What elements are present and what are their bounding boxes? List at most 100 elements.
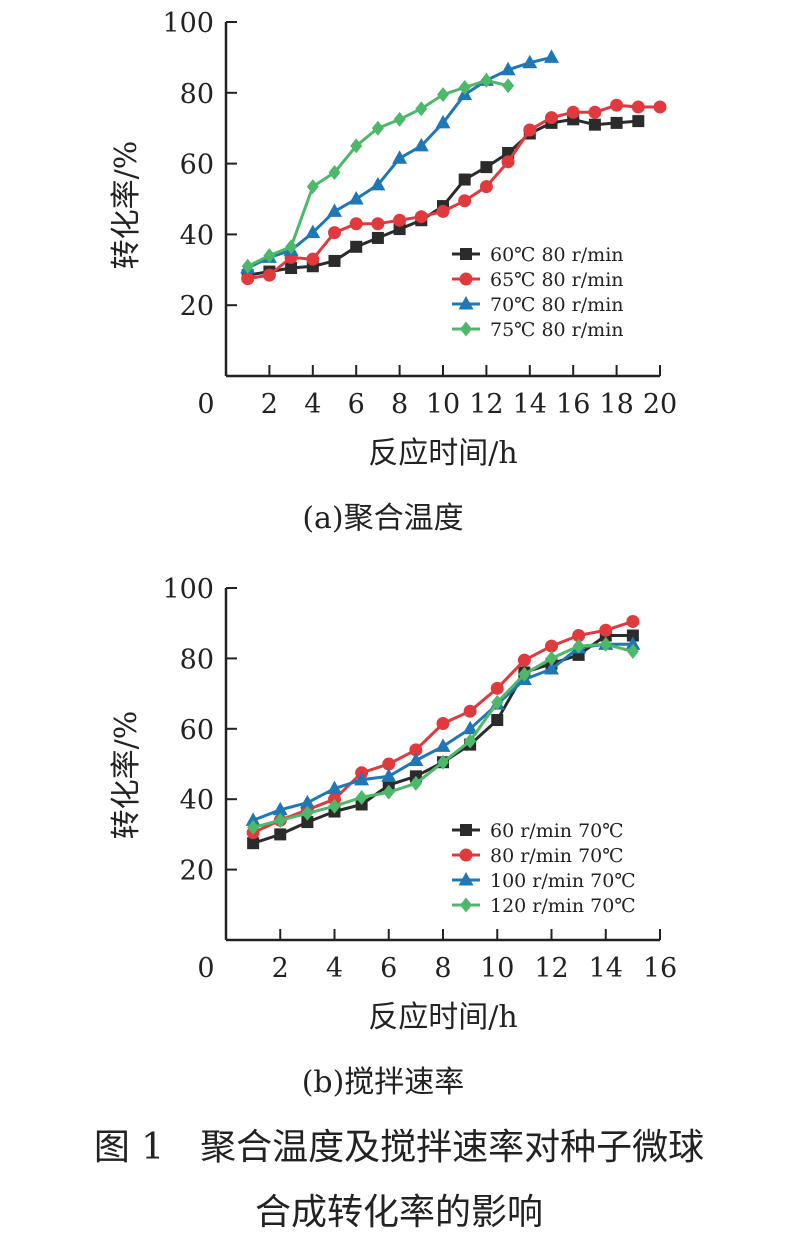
legend-label: 75℃ 80 r/min [490, 319, 624, 341]
data-point [371, 231, 384, 244]
data-point [522, 54, 538, 69]
legend-item: 100 r/min 70℃ [452, 870, 636, 892]
chart-temperature: 20 40 60 80 100 0 2 4 6 8 10 12 14 16 18 20 60℃ 80 r/mi… [109, 8, 677, 536]
data-point [631, 100, 645, 114]
legend-label: 60℃ 80 r/min [490, 244, 624, 266]
y-tick-label: 40 [180, 785, 214, 816]
axes: 20 40 60 80 100 0 2 4 6 8 10 12 14 16 [162, 574, 677, 984]
y-tick-label: 80 [180, 644, 214, 675]
data-point [371, 217, 385, 231]
y-axis-label: 转化率/% [109, 711, 144, 840]
data-point [413, 137, 429, 152]
x-tick-label: 2 [261, 389, 278, 420]
data-point [285, 239, 298, 255]
data-point [349, 217, 363, 231]
series-4 [247, 636, 639, 835]
y-tick-label: 100 [162, 8, 214, 39]
data-point [491, 714, 504, 726]
x-tick-label: 0 [197, 389, 214, 420]
legend-item: 65℃ 80 r/min [452, 269, 624, 291]
legend-item: 70℃ 80 r/min [452, 294, 624, 316]
data-point [350, 138, 363, 154]
data-point [408, 752, 424, 766]
series-layer [245, 614, 641, 850]
legend-label: 100 r/min 70℃ [490, 870, 636, 892]
data-point [501, 155, 515, 169]
data-point [464, 733, 477, 749]
data-point [328, 226, 341, 240]
data-point [328, 164, 341, 180]
legend-label: 70℃ 80 r/min [490, 294, 624, 316]
x-tick-label: 16 [556, 389, 590, 420]
series-layer [240, 49, 667, 286]
y-tick-label: 20 [180, 291, 214, 322]
data-point [479, 180, 493, 194]
x-tick-label: 10 [480, 953, 514, 984]
data-point [502, 146, 515, 159]
data-point [480, 72, 493, 88]
x-tick-label: 14 [513, 389, 547, 420]
legend-label: 120 r/min 70℃ [490, 895, 636, 917]
data-point [437, 754, 449, 770]
data-point [436, 717, 450, 731]
data-point [502, 78, 515, 94]
legend: 60 r/min 70℃ 80 r/min 70℃ 100 r/min 70℃ 120… [452, 820, 636, 917]
data-point [588, 118, 601, 131]
data-point [437, 87, 449, 103]
data-point [263, 248, 276, 264]
x-tick-label: 4 [326, 953, 343, 984]
data-point [625, 636, 641, 650]
legend-item: 120 r/min 70℃ [452, 895, 636, 917]
data-point [348, 191, 364, 205]
data-point [241, 272, 255, 286]
x-tick-label: 12 [534, 953, 568, 984]
data-point [572, 638, 585, 654]
y-tick-label: 80 [180, 79, 214, 110]
data-point [272, 801, 288, 816]
data-point [393, 213, 407, 227]
legend-marker [458, 872, 474, 886]
x-tick-label: 6 [348, 389, 365, 420]
data-point [328, 254, 341, 267]
legend-marker [459, 272, 473, 286]
chart-stirring-rate: 20 40 60 80 100 0 2 4 6 8 10 12 14 16 60 r/min 70℃ 80 … [109, 574, 677, 1100]
data-point [328, 798, 341, 814]
data-point [653, 100, 667, 114]
data-point [458, 194, 472, 208]
legend-marker [458, 296, 474, 310]
data-point [306, 252, 320, 266]
data-point [491, 694, 504, 710]
data-point [262, 268, 276, 282]
legend-marker [459, 848, 473, 862]
x-tick-label: 6 [380, 953, 397, 984]
figure-caption-line-1: 图 1 聚合温度及搅拌速率对种子微球 [94, 1127, 704, 1168]
x-tick-label: 14 [589, 953, 623, 984]
legend-label: 65℃ 80 r/min [490, 269, 624, 291]
data-point [626, 629, 639, 642]
data-point [245, 812, 261, 826]
data-point [274, 828, 287, 841]
data-point [415, 101, 428, 117]
data-point [462, 720, 478, 735]
data-point [458, 173, 471, 186]
data-point [414, 210, 428, 224]
data-point [500, 61, 516, 76]
data-point [327, 203, 342, 217]
data-point [610, 98, 624, 112]
x-tick-label: 4 [304, 389, 321, 420]
x-tick-label: 0 [197, 953, 214, 984]
data-point [572, 629, 586, 643]
data-point [301, 805, 314, 821]
data-point [458, 79, 471, 95]
legend-label: 60 r/min 70℃ [490, 820, 624, 842]
y-tick-label: 20 [180, 856, 214, 887]
figure-caption-line-2: 合成转化率的影响 [255, 1192, 543, 1233]
data-point [544, 660, 559, 675]
x-axis-label: 反应时间/h [368, 436, 517, 471]
data-point [327, 780, 342, 795]
data-point [626, 614, 640, 628]
y-tick-label: 100 [162, 574, 214, 605]
data-point [393, 223, 406, 236]
x-tick-label: 20 [643, 389, 677, 420]
